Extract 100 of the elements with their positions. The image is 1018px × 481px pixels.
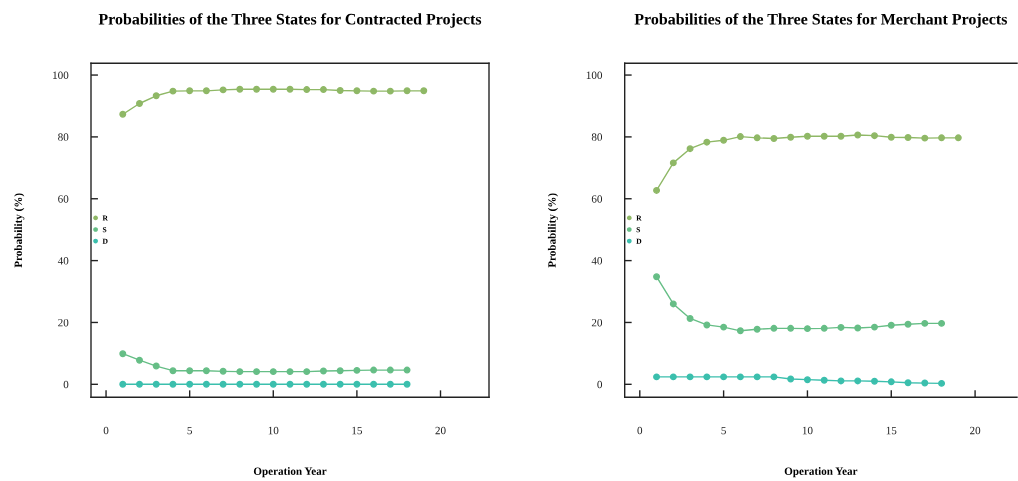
point: [954, 134, 962, 142]
point: [770, 134, 778, 142]
point: [887, 321, 895, 329]
point: [370, 87, 378, 95]
point: [303, 86, 311, 94]
point: [269, 368, 277, 376]
point: [319, 380, 327, 388]
point: [353, 366, 361, 374]
point: [152, 380, 160, 388]
point: [854, 324, 862, 332]
point: [787, 133, 795, 141]
point: [921, 319, 929, 327]
y-tick-label: 80: [58, 133, 69, 141]
point: [169, 367, 177, 375]
point: [386, 380, 394, 388]
point: [202, 367, 210, 375]
point: [669, 373, 677, 381]
point: [703, 373, 711, 381]
point: [787, 375, 795, 383]
point: [336, 367, 344, 375]
y-tick-label: 0: [597, 380, 603, 389]
point: [253, 85, 261, 93]
x-tick-label: 15: [886, 426, 897, 435]
x-axis-title: Operation Year: [784, 467, 858, 478]
point: [938, 134, 946, 142]
point: [403, 380, 411, 388]
point: [686, 145, 694, 153]
y-tick-label: 40: [591, 257, 603, 265]
point: [186, 87, 194, 95]
point: [736, 373, 744, 381]
x-tick-label: 15: [352, 426, 363, 435]
point: [370, 380, 378, 388]
point: [669, 159, 677, 167]
y-tick-label: 40: [57, 257, 69, 265]
point: [286, 380, 294, 388]
y-tick-label: 60: [58, 195, 69, 203]
point: [370, 366, 378, 374]
point: [136, 380, 143, 388]
point: [152, 362, 160, 370]
point: [837, 323, 845, 331]
point: [938, 319, 946, 327]
point: [837, 377, 845, 385]
point: [736, 133, 744, 141]
y-tick-label: 80: [591, 133, 603, 141]
point: [686, 314, 694, 322]
point: [854, 377, 862, 385]
y-tick-label: 100: [53, 71, 69, 80]
point: [319, 86, 327, 94]
point: [887, 133, 895, 141]
point: [136, 100, 143, 107]
point: [253, 368, 261, 376]
point: [871, 132, 878, 140]
x-tick-label: 5: [187, 426, 193, 435]
point: [236, 85, 244, 93]
point: [386, 87, 394, 95]
point: [319, 367, 327, 375]
point: [720, 373, 728, 381]
point: [904, 379, 912, 387]
y-tick-label: 60: [591, 195, 603, 203]
point: [219, 86, 227, 94]
point: [904, 320, 912, 328]
point: [286, 368, 294, 376]
point: [887, 378, 895, 386]
point: [119, 380, 127, 388]
point: [269, 85, 277, 93]
point: [169, 87, 177, 95]
point: [703, 321, 711, 329]
point: [871, 377, 878, 385]
point: [871, 323, 878, 331]
chart-title: Probabilities of the Three States for Merchant Projects: [634, 13, 1008, 28]
point: [336, 380, 344, 388]
point: [736, 327, 744, 335]
point: [303, 380, 311, 388]
point: [186, 367, 194, 375]
x-tick-label: 10: [802, 426, 813, 435]
y-axis-title: Probability (%): [547, 193, 559, 268]
point: [669, 300, 677, 308]
y-tick-label: 20: [58, 318, 69, 327]
x-tick-label: 20: [970, 426, 981, 435]
point: [753, 325, 761, 333]
point: [770, 324, 778, 332]
point: [303, 368, 311, 376]
point: [269, 380, 277, 388]
point: [403, 87, 411, 95]
point: [753, 134, 761, 142]
point: [921, 379, 929, 387]
point: [803, 132, 811, 140]
point: [820, 376, 828, 384]
point: [820, 132, 828, 140]
point: [703, 138, 711, 146]
point: [386, 366, 394, 374]
point: [854, 131, 862, 139]
point: [921, 134, 929, 142]
point: [353, 87, 361, 95]
point: [186, 380, 194, 388]
point: [236, 368, 244, 376]
point: [820, 324, 828, 332]
point: [202, 87, 210, 95]
point: [904, 134, 912, 141]
point: [119, 110, 127, 118]
